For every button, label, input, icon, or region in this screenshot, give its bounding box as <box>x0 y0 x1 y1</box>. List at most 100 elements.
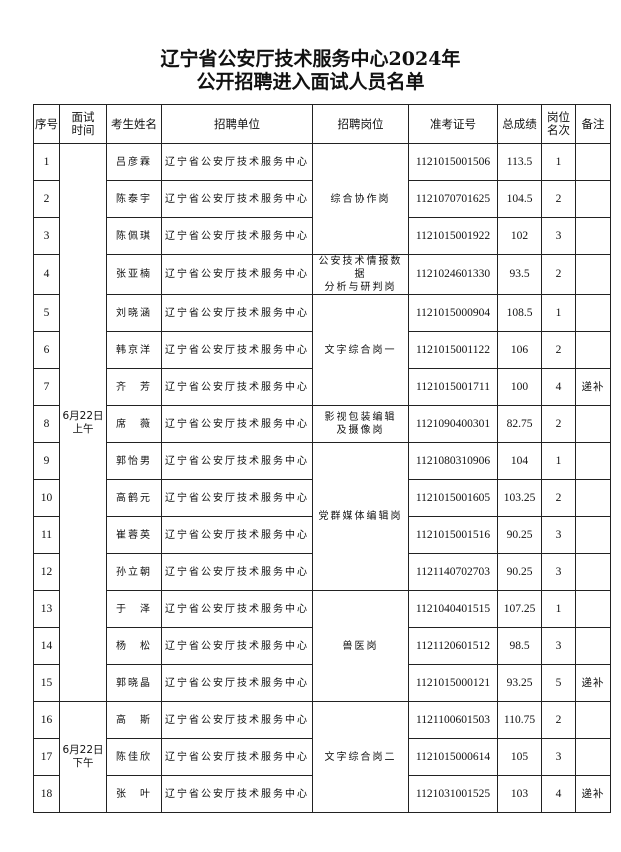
table-row: 17 陈佳欣 辽宁省公安厅技术服务中心 1121015000614 105 3 <box>33 738 611 776</box>
table-row: 14 杨 松辽宁省公安厅技术服务中心 1121120601512 98.5 3 <box>33 627 611 665</box>
remark <box>575 516 611 554</box>
table-row: 5 刘晓涵 辽宁省公安厅技术服务中心 文字综合岗一 1121015000904 108.5… <box>33 294 611 406</box>
interview-time: 6月22日 下午 <box>59 701 107 813</box>
header-col-note: 备注 <box>575 104 611 144</box>
table-row: 4 张亚楠 辽宁省公安厅技术服务中心 公安技术情报数据 分析与研判岗 112102460… <box>33 254 611 295</box>
row-number: 10 <box>33 479 60 517</box>
remark <box>575 331 611 369</box>
candidate-name: 席 薇 <box>106 405 162 443</box>
document-title-line1: 辽宁省公安厅技术服务中心2024年 <box>160 48 461 70</box>
header-col-score: 总成绩 <box>497 104 542 144</box>
remark <box>575 442 611 480</box>
recruiting-unit: 辽宁省公安厅技术服务中心 <box>161 294 313 332</box>
exam-id: 1121031001525 <box>408 775 498 813</box>
row-number: 18 <box>33 775 60 813</box>
header-col-time: 面试 时间 <box>59 104 107 144</box>
recruiting-unit: 辽宁省公安厅技术服务中心 <box>161 180 313 218</box>
position-rank: 3 <box>541 627 576 665</box>
remark <box>575 479 611 517</box>
table-row: 3 陈佩琪 辽宁省公安厅技术服务中心 1121015001922 102 3 <box>33 217 611 255</box>
table-row: 2 陈泰宇 辽宁省公安厅技术服务中心 1121070701625 104.5 2 <box>33 180 611 218</box>
table-row: 6 韩京洋 辽宁省公安厅技术服务中心 1121015001122 106 2 <box>33 331 611 369</box>
recruiting-unit: 辽宁省公安厅技术服务中心 <box>161 627 313 665</box>
position-rank: 3 <box>541 738 576 776</box>
position-rank: 3 <box>541 553 576 591</box>
total-score: 103.25 <box>497 479 542 517</box>
position-rank: 1 <box>541 294 576 332</box>
exam-id: 1121100601503 <box>408 701 498 739</box>
row-number: 17 <box>33 738 60 776</box>
exam-id: 1121120601512 <box>408 627 498 665</box>
candidate-name: 张亚楠 <box>106 254 162 295</box>
recruiting-position: 党群媒体编辑岗 <box>312 442 409 591</box>
recruiting-position: 兽医岗 <box>312 590 409 702</box>
row-number: 7 <box>33 368 60 406</box>
total-score: 107.25 <box>497 590 542 628</box>
recruiting-unit: 辽宁省公安厅技术服务中心 <box>161 143 313 181</box>
candidate-name: 于 泽 <box>106 590 162 628</box>
remark <box>575 143 611 181</box>
remark <box>575 627 611 665</box>
total-score: 102 <box>497 217 542 255</box>
exam-id: 1121015001922 <box>408 217 498 255</box>
row-number: 5 <box>33 294 60 332</box>
interview-time: 6月22日 上午 <box>59 143 107 702</box>
exam-id: 1121015001506 <box>408 143 498 181</box>
candidate-name: 陈佳欣 <box>106 738 162 776</box>
candidate-name: 齐 芳 <box>106 368 162 406</box>
row-number: 12 <box>33 553 60 591</box>
exam-id: 1121015001516 <box>408 516 498 554</box>
recruiting-position: 文字综合岗二 <box>312 701 409 813</box>
exam-id: 1121015001711 <box>408 368 498 406</box>
candidate-name: 韩京洋 <box>106 331 162 369</box>
row-number: 3 <box>33 217 60 255</box>
recruiting-unit: 辽宁省公安厅技术服务中心 <box>161 664 313 702</box>
header-row: 序号 面试 时间 考生姓名 招聘单位 招聘岗位 准考证号 总成绩 岗位 名次 备注 <box>33 104 611 144</box>
total-score: 93.5 <box>497 254 542 295</box>
row-number: 2 <box>33 180 60 218</box>
total-score: 103 <box>497 775 542 813</box>
remark: 递补 <box>575 775 611 813</box>
candidate-name: 张 叶 <box>106 775 162 813</box>
position-rank: 1 <box>541 442 576 480</box>
position-rank: 2 <box>541 405 576 443</box>
row-number: 9 <box>33 442 60 480</box>
table-row: 8 席 薇辽宁省公安厅技术服务中心 影视包装编辑 及摄像岗 1121090400301… <box>33 405 611 443</box>
position-rank: 5 <box>541 664 576 702</box>
total-score: 108.5 <box>497 294 542 332</box>
row-number: 15 <box>33 664 60 702</box>
position-rank: 2 <box>541 701 576 739</box>
recruiting-unit: 辽宁省公安厅技术服务中心 <box>161 479 313 517</box>
row-number: 11 <box>33 516 60 554</box>
interview-list-table: 序号 面试 时间 考生姓名 招聘单位 招聘岗位 准考证号 总成绩 岗位 名次 备注 1 6月22日… <box>33 104 611 813</box>
total-score: 82.75 <box>497 405 542 443</box>
remark: 递补 <box>575 664 611 702</box>
recruiting-unit: 辽宁省公安厅技术服务中心 <box>161 368 313 406</box>
candidate-name: 陈佩琪 <box>106 217 162 255</box>
position-rank: 4 <box>541 368 576 406</box>
exam-id: 1121015001122 <box>408 331 498 369</box>
table-row: 12 孙立朝 辽宁省公安厅技术服务中心 1121140702703 90.25 3 <box>33 553 611 591</box>
position-rank: 1 <box>541 143 576 181</box>
exam-id: 1121070701625 <box>408 180 498 218</box>
row-number: 6 <box>33 331 60 369</box>
total-score: 104 <box>497 442 542 480</box>
header-col-unit: 招聘单位 <box>161 104 313 144</box>
remark <box>575 254 611 295</box>
position-rank: 2 <box>541 180 576 218</box>
recruiting-unit: 辽宁省公安厅技术服务中心 <box>161 217 313 255</box>
table-row: 10 高鹤元 辽宁省公安厅技术服务中心 1121015001605 103.25 2 <box>33 479 611 517</box>
header-col-rank: 岗位 名次 <box>541 104 576 144</box>
recruiting-unit: 辽宁省公安厅技术服务中心 <box>161 738 313 776</box>
exam-id: 1121140702703 <box>408 553 498 591</box>
recruiting-unit: 辽宁省公安厅技术服务中心 <box>161 442 313 480</box>
remark <box>575 590 611 628</box>
exam-id: 1121015001605 <box>408 479 498 517</box>
recruiting-unit: 辽宁省公安厅技术服务中心 <box>161 254 313 295</box>
total-score: 113.5 <box>497 143 542 181</box>
position-rank: 2 <box>541 254 576 295</box>
header-col-exam-id: 准考证号 <box>408 104 498 144</box>
table-row: 15 郭晓晶 辽宁省公安厅技术服务中心 1121015000121 93.25 5 递补 <box>33 664 611 702</box>
remark: 递补 <box>575 368 611 406</box>
candidate-name: 高 斯 <box>106 701 162 739</box>
